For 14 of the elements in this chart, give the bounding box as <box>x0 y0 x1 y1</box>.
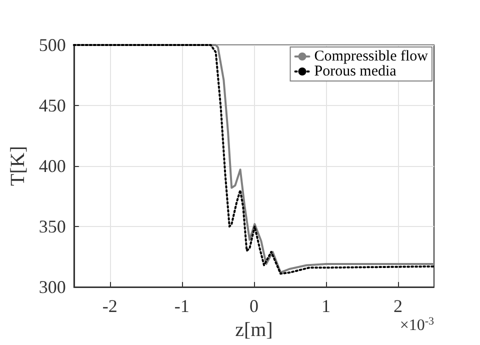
x-tick-label: -2 <box>102 296 118 316</box>
legend-label: Porous media <box>314 64 397 80</box>
x-tick-label: 1 <box>321 296 330 316</box>
y-tick-label: 500 <box>38 35 66 55</box>
x-axis-title: z[m] <box>235 318 273 341</box>
x-tick-label: 2 <box>393 296 402 316</box>
y-tick-label: 350 <box>38 216 66 236</box>
legend-label: Compressible flow <box>314 48 428 64</box>
y-axis-title: T[K] <box>7 146 29 186</box>
y-tick-label: 450 <box>38 96 66 116</box>
y-tick-label: 400 <box>38 156 66 176</box>
x-tick-label: 0 <box>249 296 258 316</box>
x-tick-label: -1 <box>174 296 190 316</box>
y-tick-label: 300 <box>38 277 66 297</box>
